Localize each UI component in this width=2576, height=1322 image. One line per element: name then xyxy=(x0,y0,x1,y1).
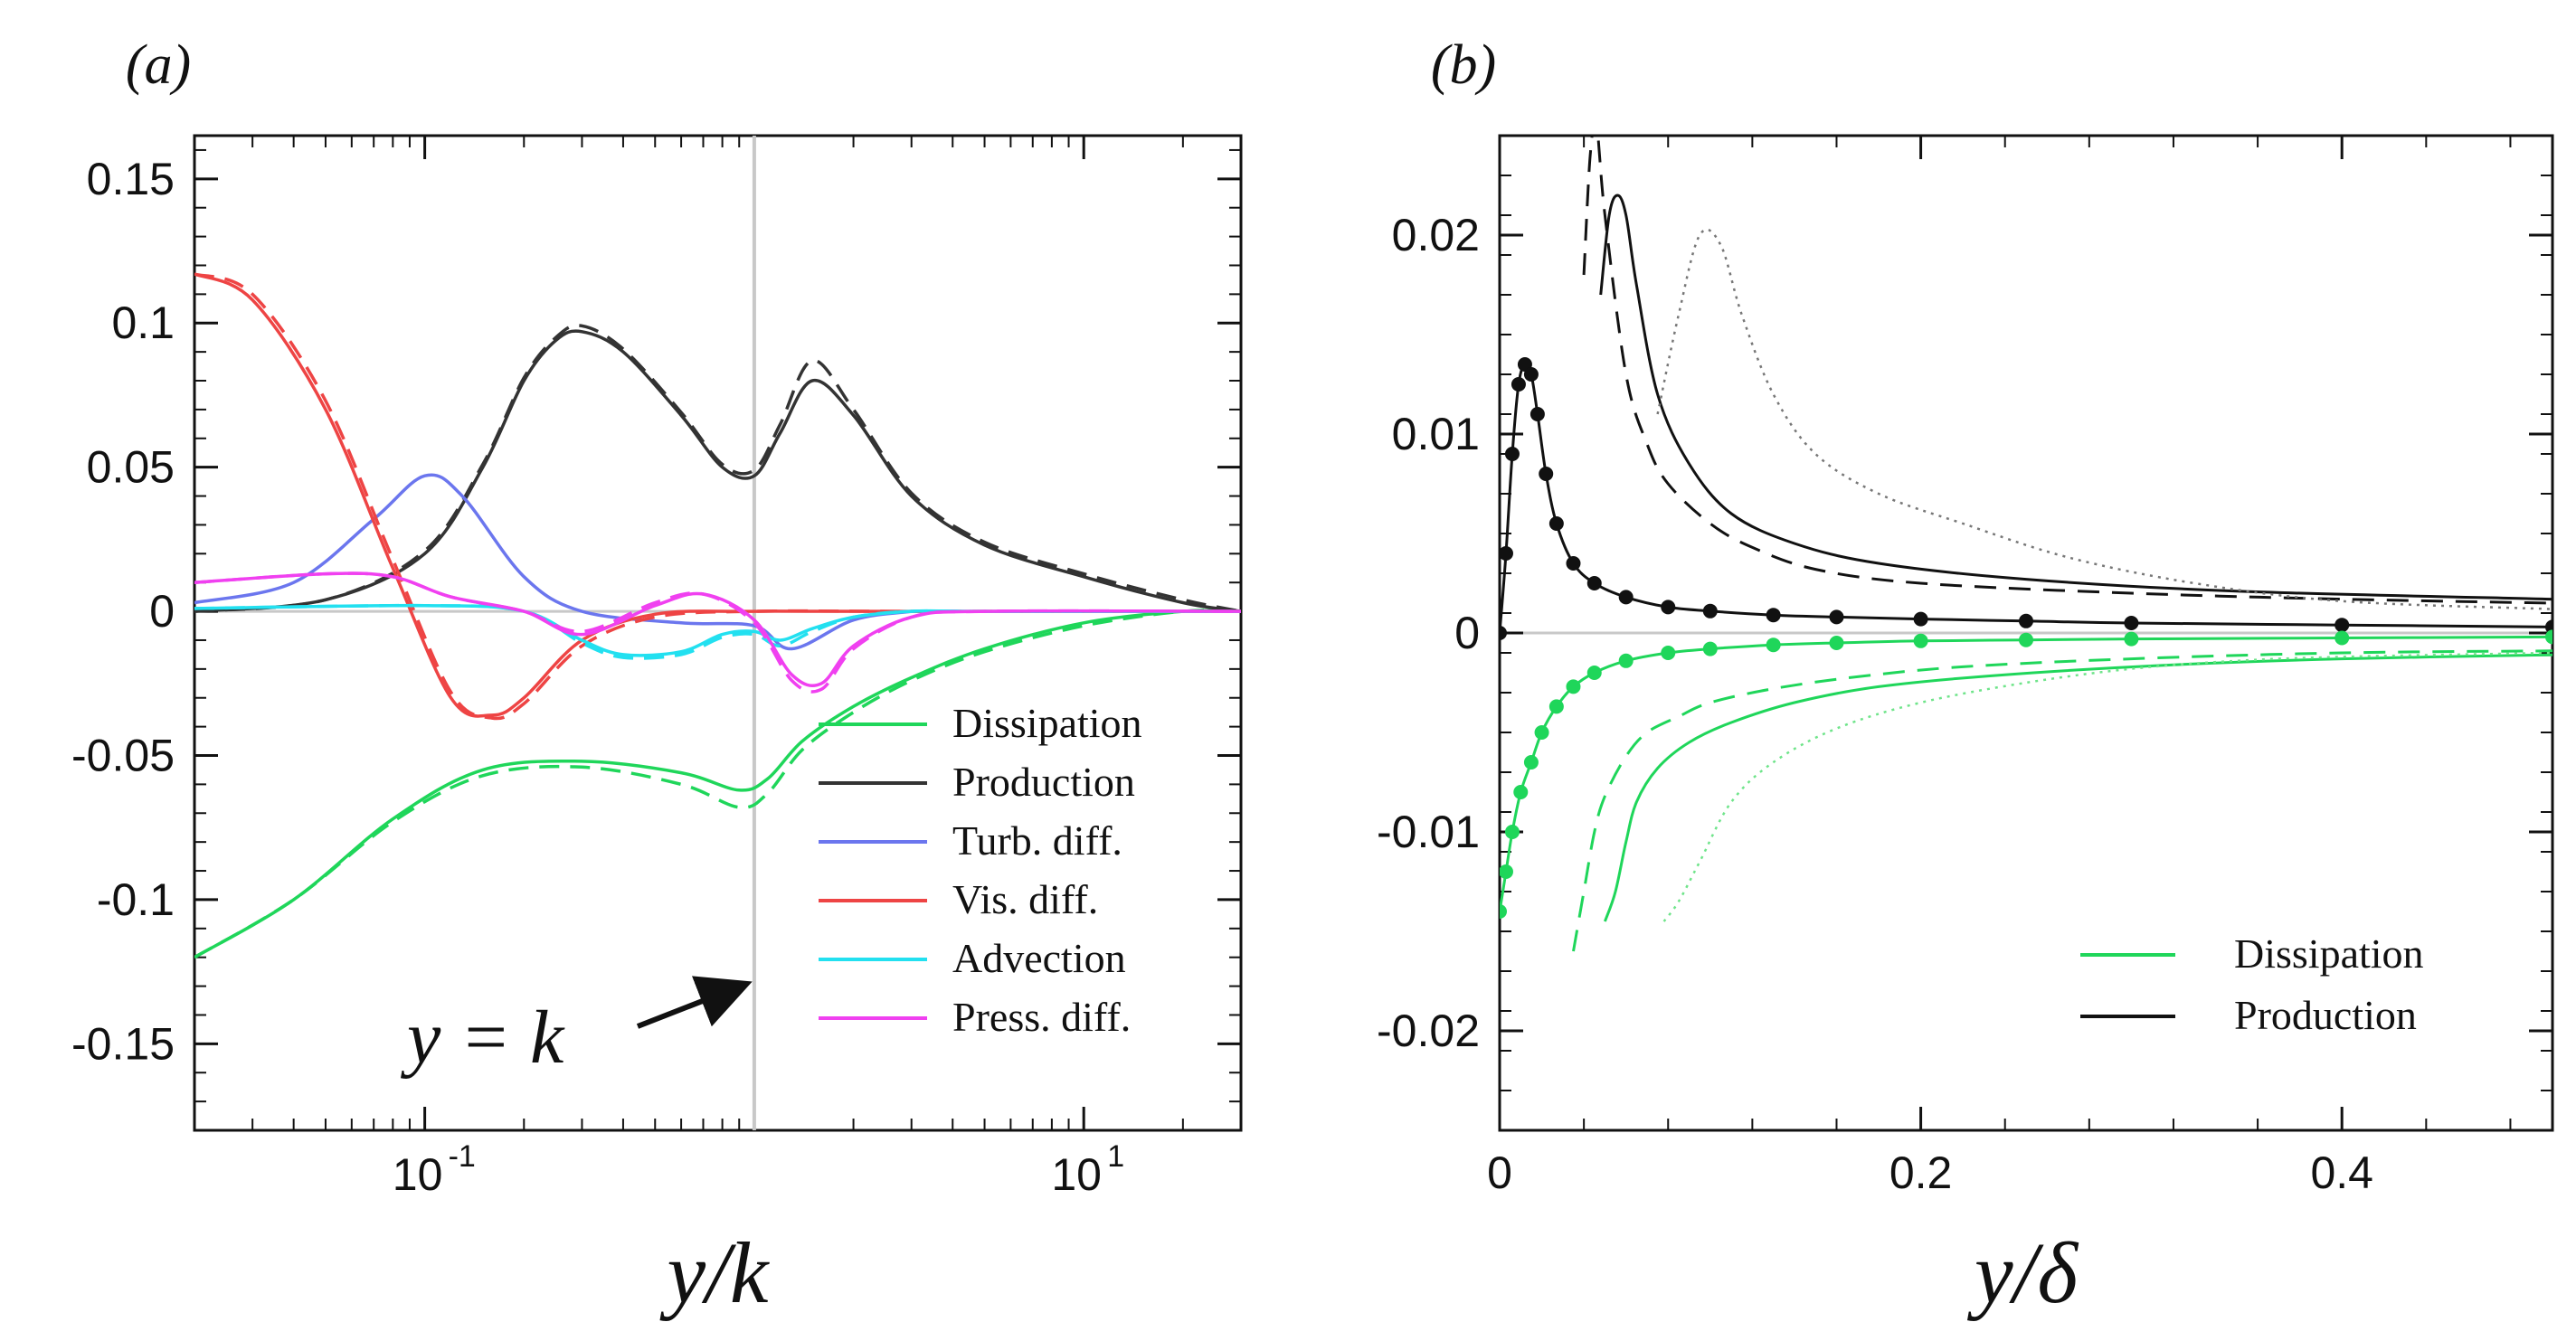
y-tick-label: 0.1 xyxy=(111,297,175,348)
series-production-marker xyxy=(1661,600,1676,615)
panel-label: (a) xyxy=(126,34,191,96)
legend-label-turb-diff: Turb. diff. xyxy=(952,817,1122,864)
panel-label: (b) xyxy=(1431,34,1496,96)
series-dissipation-marker xyxy=(1513,785,1529,799)
series-dissipation-marker xyxy=(2545,629,2552,645)
series-vis-diff-line xyxy=(194,272,1241,718)
series-dissipation-marker xyxy=(1829,636,1844,650)
series-production-marker xyxy=(2019,613,2033,628)
series-production-marker xyxy=(1566,556,1581,571)
y-tick-label: 0 xyxy=(149,586,175,637)
annotation-arrow xyxy=(636,976,753,1029)
y-tick-label: 0 xyxy=(1454,608,1480,658)
series-production-marker xyxy=(1511,377,1526,392)
series-dissipation-dotted-line xyxy=(1662,651,2552,922)
series-dissipation-marker xyxy=(1548,699,1564,714)
legend-label-vis-diff: Vis. diff. xyxy=(952,876,1098,922)
x-tick-label: 10 xyxy=(393,1149,443,1200)
annotation-y-equals-k: y = k xyxy=(400,996,565,1080)
legend-label-production: Production xyxy=(952,759,1135,805)
series-production-line xyxy=(194,329,1241,613)
series-production-dotted-line xyxy=(1656,228,2552,610)
series-production-marker xyxy=(1913,611,1928,627)
y-tick-label: -0.1 xyxy=(97,874,175,925)
series-production-marker xyxy=(1500,546,1513,561)
series-production-marker xyxy=(1523,367,1539,382)
series-dissipation-marker xyxy=(1504,825,1520,839)
series-advection-line xyxy=(194,603,1241,657)
series-dissipation-marker xyxy=(1766,637,1781,653)
series-turb-diff-line xyxy=(194,473,912,651)
legend-label-press-diff: Press. diff. xyxy=(952,994,1131,1040)
series-production-marker xyxy=(1829,609,1844,625)
series-dissipation-marker xyxy=(1500,904,1507,919)
y-tick-label: 0.01 xyxy=(1392,409,1480,459)
series-production-marker xyxy=(1586,576,1602,590)
series-layer xyxy=(194,272,1241,959)
series-production-marker xyxy=(1766,608,1781,623)
legend-label-production: Production xyxy=(2234,992,2417,1038)
x-tick-label: 0.2 xyxy=(1889,1147,1953,1198)
series-dissipation-solid-dots-line xyxy=(1500,635,2552,912)
legend-label-dissipation: Dissipation xyxy=(2234,930,2424,977)
series-dissipation-marker xyxy=(2019,632,2033,647)
series-vis-diff-dashed-line xyxy=(194,272,1241,721)
x-axis-title: y/δ xyxy=(1966,1224,2079,1321)
y-tick-label: 0.02 xyxy=(1392,210,1480,260)
series-advection-dashed-line xyxy=(194,603,1241,660)
x-axis-title: y/k xyxy=(659,1224,771,1321)
series-production-marker xyxy=(2124,616,2139,630)
y-tick-label: 0.05 xyxy=(87,442,175,493)
legend-label-dissipation: Dissipation xyxy=(952,700,1142,746)
series-dissipation-marker xyxy=(1702,641,1718,656)
y-tick-label: -0.01 xyxy=(1377,807,1480,857)
y-tick-label: -0.02 xyxy=(1377,1006,1480,1056)
series-production-marker xyxy=(1530,407,1545,421)
series-production-marker xyxy=(1702,603,1718,619)
panel-b: 0.02 0.01 0 -0.01 -0.02 0 0.2 0.4 y/δ (b) Dissipat… xyxy=(1377,34,2554,1321)
series-dissipation-marker xyxy=(1566,679,1581,694)
series-production-dashed-line xyxy=(1582,136,2552,605)
y-tick-label: -0.05 xyxy=(71,731,175,781)
series-layer xyxy=(1500,136,2552,952)
series-production-marker xyxy=(1539,467,1554,481)
x-tick-exponent: 1 xyxy=(1107,1139,1124,1174)
series-production-marker xyxy=(2334,618,2350,633)
series-production-marker xyxy=(1548,516,1564,531)
series-press-diff-dashed-line xyxy=(194,571,1241,694)
series-production-marker xyxy=(1618,590,1634,605)
x-tick-label: 0.4 xyxy=(2310,1147,2373,1198)
series-dissipation-marker xyxy=(1661,646,1676,660)
x-tick-exponent: -1 xyxy=(449,1139,476,1174)
series-production-solid-dots-line xyxy=(1500,363,2552,634)
series-production-dashed-line xyxy=(194,324,1241,613)
series-dissipation-marker xyxy=(1523,755,1539,770)
series-dissipation-marker xyxy=(1500,864,1513,879)
series-production-marker xyxy=(1500,626,1507,640)
y-tick-label: -0.15 xyxy=(71,1018,175,1069)
series-production-marker xyxy=(1504,447,1520,461)
series-production-solid-line xyxy=(1599,194,2552,601)
legend-label-advection: Advection xyxy=(952,935,1126,981)
series-dissipation-dashed-line xyxy=(1572,649,2552,952)
series-dissipation-marker xyxy=(1913,633,1928,648)
x-tick-label: 10 xyxy=(1051,1149,1102,1200)
series-dissipation-marker xyxy=(1618,653,1634,668)
series-dissipation-marker xyxy=(2124,631,2139,647)
series-dissipation-line xyxy=(194,609,1241,959)
y-tick-label: 0.15 xyxy=(87,154,175,204)
axes-frame xyxy=(193,134,1243,1132)
series-dissipation-dashed-line xyxy=(194,609,1241,959)
series-dissipation-solid-line xyxy=(1603,653,2552,922)
series-dissipation-marker xyxy=(1534,725,1549,740)
x-tick-label: 0 xyxy=(1487,1147,1512,1198)
series-dissipation-marker xyxy=(2334,630,2350,646)
series-dissipation-marker xyxy=(1586,666,1602,680)
